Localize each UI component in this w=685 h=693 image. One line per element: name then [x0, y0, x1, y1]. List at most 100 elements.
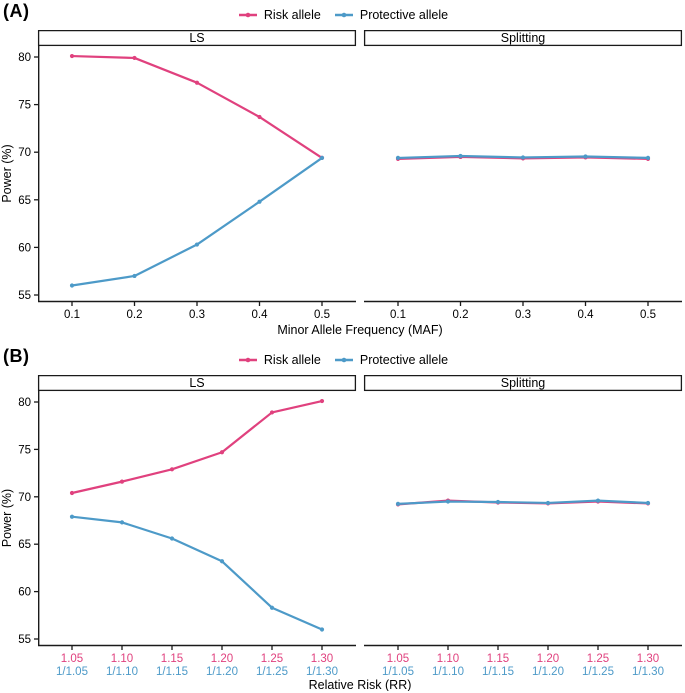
x-tick-label-risk: 1.25: [261, 653, 283, 665]
y-tick-label: 55: [18, 634, 31, 646]
x-tick-label: 0.1: [390, 309, 406, 321]
y-tick-label: 75: [18, 444, 31, 456]
x-tick-label: 0.5: [314, 309, 330, 321]
series-points-risk-allele: [69, 53, 325, 161]
data-point: [319, 398, 325, 404]
data-point: [395, 501, 401, 507]
legend-item-risk-allele: Risk allele: [237, 353, 321, 367]
x-tick-label-protective: 1/1.10: [432, 666, 464, 678]
data-point: [169, 536, 175, 541]
data-point: [495, 499, 501, 505]
risk-allele-line-icon: [238, 12, 257, 18]
y-tick-label: 55: [18, 290, 31, 302]
panel-b-header: (B) Risk allele Protective allele: [0, 345, 685, 375]
y-tick-label: 65: [18, 195, 31, 207]
y-tick-label: 80: [18, 397, 31, 409]
facet-strip: [363, 374, 683, 392]
data-point: [319, 627, 325, 632]
chart-a: Power (%) LS 55 60 65 70 75 80 0.1 0.2 0.3 0.4 0.5 Sp…: [0, 29, 685, 338]
y-axis-title: Power (%): [0, 489, 14, 547]
x-tick-label-protective: 1/1.05: [382, 666, 414, 678]
x-tick-label-protective: 1/1.30: [632, 666, 664, 678]
x-tick-label-risk: 1.15: [161, 653, 183, 665]
data-point: [257, 114, 262, 120]
data-point: [445, 499, 451, 504]
x-tick-label-protective: 1/1.25: [256, 666, 288, 678]
facet-strip-label: Splitting: [501, 31, 546, 45]
data-point: [69, 490, 75, 496]
x-tick-label-protective: 1/1.10: [106, 666, 138, 678]
chart-b-svg: Power (%)LS5560657075801.051/1.051.101/1…: [0, 374, 683, 692]
y-tick-label: 60: [18, 587, 31, 599]
y-axis-title: Power (%): [0, 144, 14, 202]
x-tick-label-protective: 1/1.20: [206, 666, 238, 678]
series-line-protective-allele: [396, 499, 650, 506]
data-point: [583, 154, 588, 159]
data-point: [595, 498, 601, 503]
x-tick-label-protective: 1/1.15: [156, 666, 188, 678]
facet-splitting: Splitting 1.051/1.05 1.101/1.10 1.151/1.15 1…: [363, 374, 683, 678]
x-tick-label-risk: 1.30: [637, 653, 659, 665]
facet-splitting: Splitting 0.1 0.2 0.3 0.4 0.5: [363, 29, 683, 321]
x-tick-label-protective: 1/1.20: [532, 666, 564, 678]
x-tick-label-risk: 1.05: [387, 653, 409, 665]
panel-b: (B) Risk allele Protective allele: [0, 345, 685, 692]
series-points-protective-allele: [395, 498, 651, 507]
y-tick-label: 70: [18, 147, 31, 159]
x-axis-title: Relative Risk (RR): [309, 678, 412, 691]
legend-item-protective-allele: Protective allele: [333, 353, 448, 367]
data-point: [169, 467, 175, 472]
x-tick-label: 0.4: [252, 309, 269, 321]
facet-ls: LS 55 60 65 70 75 80 0.1 0.2 0.3 0.4 0.5: [18, 29, 357, 321]
data-point: [269, 410, 275, 415]
series-line-protective-allele: [70, 156, 324, 287]
data-point: [132, 55, 137, 61]
data-point: [194, 242, 200, 247]
y-tick-label: 75: [18, 100, 31, 112]
data-point: [269, 605, 275, 610]
x-tick-label-risk: 1.20: [211, 653, 233, 665]
legend-item-protective-allele: Protective allele: [333, 8, 448, 22]
x-axis-title: Minor Allele Frequency (MAF): [277, 323, 442, 337]
facet-strip: [363, 29, 683, 47]
legend-a: Risk allele Protective allele: [237, 8, 448, 22]
x-tick-label: 0.2: [127, 309, 143, 321]
legend-item-risk-allele: Risk allele: [237, 8, 321, 22]
x-tick-label: 0.4: [578, 309, 595, 321]
x-tick-label-risk: 1.25: [587, 653, 609, 665]
x-tick-label: 0.1: [64, 309, 80, 321]
legend-label-protective-allele: Protective allele: [359, 8, 449, 22]
data-point: [69, 514, 75, 519]
data-point: [219, 450, 225, 455]
x-tick-label-protective: 1/1.30: [306, 666, 338, 678]
data-point: [520, 155, 526, 160]
series-points-risk-allele: [69, 398, 325, 496]
legend-label-risk-allele: Risk allele: [263, 8, 321, 22]
series-points-protective-allele: [395, 153, 651, 161]
risk-allele-line-icon: [238, 357, 257, 363]
data-point: [395, 155, 401, 161]
protective-allele-line-icon: [334, 12, 353, 18]
x-tick-label: 0.3: [189, 309, 205, 321]
panel-b-label: (B): [3, 346, 30, 366]
facet-strip-label: LS: [189, 31, 204, 45]
data-point: [219, 559, 225, 564]
x-tick-label: 0.2: [453, 309, 469, 321]
panel-a: (A) Risk allele Protective allele: [0, 0, 685, 338]
data-point: [69, 283, 75, 288]
series-line-risk-allele: [70, 399, 324, 495]
data-point: [119, 479, 125, 484]
data-point: [194, 80, 200, 85]
y-tick-label: 70: [18, 492, 31, 504]
series-points-protective-allele: [69, 514, 325, 632]
series-line-risk-allele: [70, 54, 324, 160]
series-line-protective-allele: [70, 515, 324, 631]
protective-allele-line-icon: [334, 357, 353, 363]
facet-strip-label: LS: [189, 376, 204, 390]
x-tick-label-protective: 1/1.15: [482, 666, 514, 678]
data-point: [545, 500, 551, 506]
x-tick-label-risk: 1.10: [437, 653, 459, 665]
x-tick-label-risk: 1.05: [61, 653, 83, 665]
y-tick-label: 60: [18, 242, 31, 254]
